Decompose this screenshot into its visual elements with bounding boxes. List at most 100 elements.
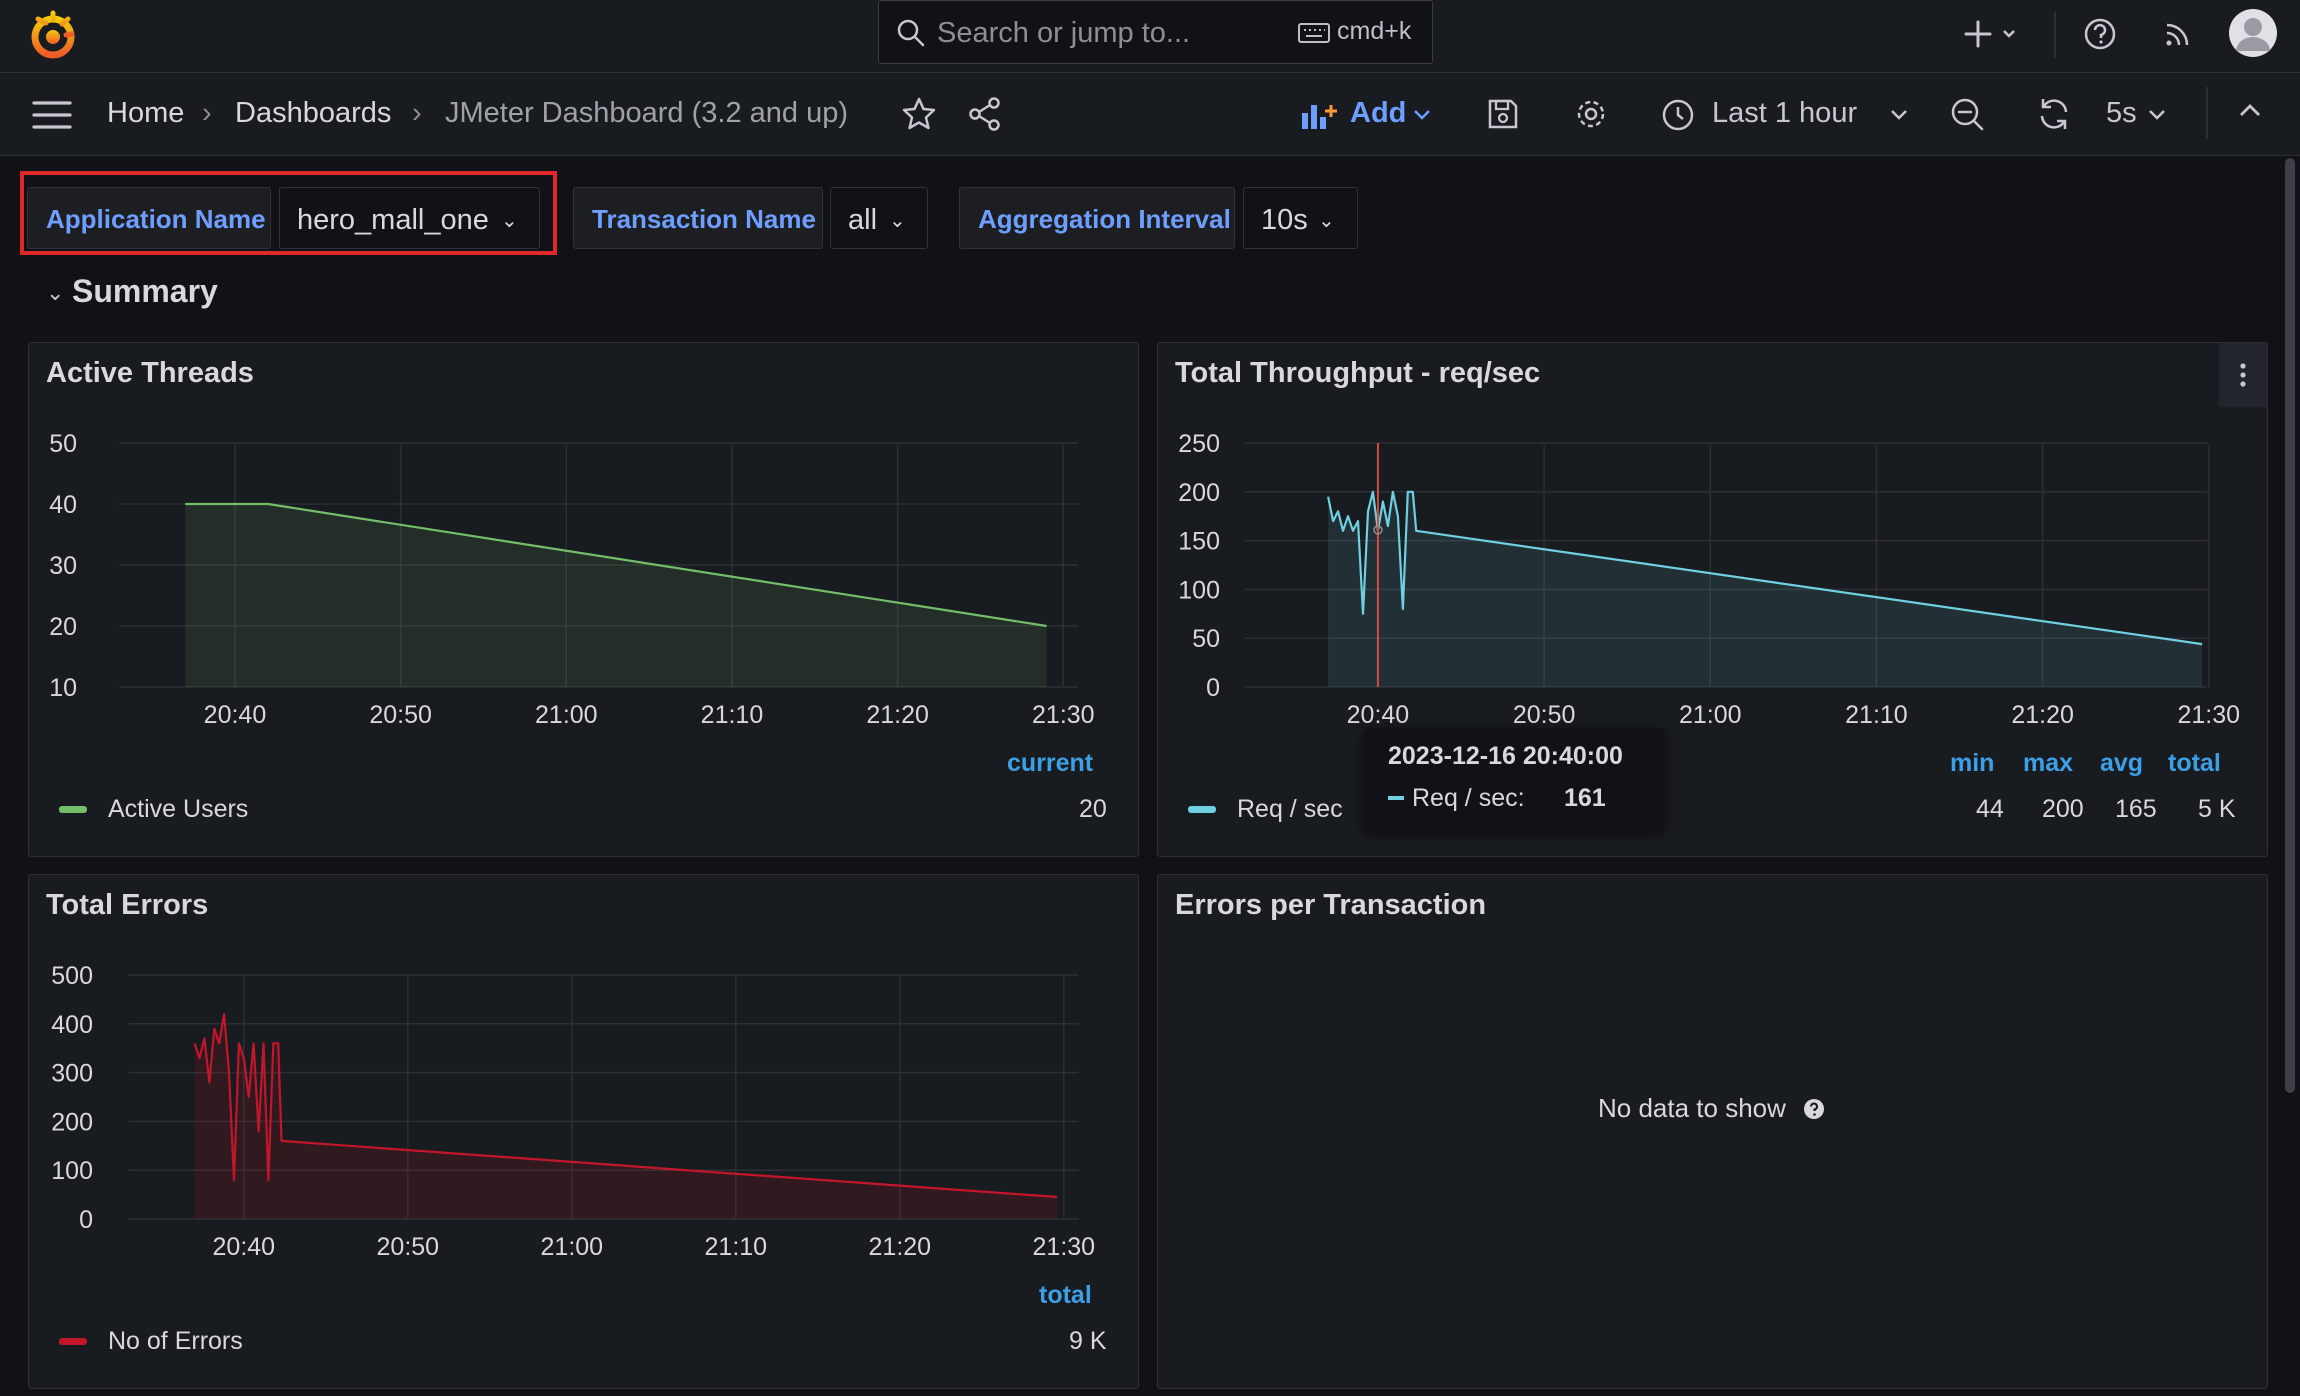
add-panel-icon[interactable] — [1300, 99, 1338, 131]
y-tick-label: 10 — [49, 674, 77, 702]
series-line — [193, 1012, 1058, 1199]
legend-name[interactable]: No of Errors — [108, 1327, 243, 1355]
panel-title[interactable]: Total Throughput - req/sec — [1175, 357, 1541, 389]
x-tick-label: 20:40 — [213, 1233, 276, 1261]
help-icon[interactable] — [2080, 14, 2120, 54]
x-tick-label: 21:10 — [701, 701, 764, 729]
x-tick-label: 21:00 — [1679, 701, 1742, 729]
series-line — [1327, 490, 2203, 646]
share-icon[interactable] — [966, 95, 1004, 133]
divider — [2054, 12, 2056, 58]
x-tick-label: 21:20 — [869, 1233, 932, 1261]
variable-label-aggregation: Aggregation Interval — [959, 187, 1235, 249]
chevron-down-icon[interactable] — [2148, 109, 2166, 121]
legend-value-total: 5 K — [2198, 795, 2236, 823]
save-icon[interactable] — [1484, 95, 1522, 133]
breadcrumb-home[interactable]: Home — [107, 97, 185, 129]
keyboard-icon — [1298, 23, 1330, 43]
search-placeholder: Search or jump to... — [937, 17, 1191, 49]
more-vertical-icon — [2240, 363, 2246, 387]
series-line — [185, 502, 1047, 628]
legend-color-swatch — [1188, 806, 1216, 813]
series-area-fill — [1328, 491, 2203, 687]
x-tick-label: 20:40 — [1347, 701, 1410, 729]
variable-label-application: Application Name — [27, 187, 271, 249]
breadcrumb-dashboards[interactable]: Dashboards — [235, 97, 392, 129]
rss-icon[interactable] — [2158, 14, 2198, 54]
y-tick-label: 30 — [49, 552, 77, 580]
search-box[interactable]: Search or jump to... cmd+k — [878, 0, 1433, 64]
x-tick-label: 21:00 — [541, 1233, 604, 1261]
legend-value: 20 — [1079, 795, 1107, 823]
chevron-down-icon[interactable] — [1890, 109, 1908, 121]
tooltip-label: Req / sec: — [1412, 784, 1525, 812]
breadcrumb-current: JMeter Dashboard (3.2 and up) — [445, 97, 848, 129]
throughput-chart[interactable]: 0 50 100 150 200 250 20:40 20:50 21:00 21:10 21:20… — [1158, 343, 2269, 858]
x-tick-label: 20:40 — [204, 701, 267, 729]
zoom-out-icon[interactable] — [1948, 95, 1986, 133]
y-tick-label: 100 — [1178, 576, 1220, 604]
tooltip-value: 161 — [1564, 784, 1606, 812]
y-tick-label: 0 — [1206, 674, 1220, 702]
total-errors-chart[interactable]: 0 100 200 300 400 500 20:40 20:50 21:00 21:10 21:2… — [29, 875, 1140, 1390]
panel-total-throughput: Total Throughput - req/sec 0 50 100 150 200 2… — [1157, 342, 2268, 857]
dashboard-navbar: Home › Dashboards › JMeter Dashboard (3.… — [0, 73, 2300, 156]
row-title[interactable]: Summary — [72, 273, 218, 309]
panel-title[interactable]: Errors per Transaction — [1175, 889, 1487, 921]
x-tick-label: 20:50 — [369, 701, 432, 729]
panel-active-threads: Active Threads 10 20 30 40 50 20:40 20:50 21:00… — [28, 342, 1139, 857]
panel-menu-button[interactable] — [2219, 343, 2267, 407]
aggregation-interval-select[interactable]: 10s ⌄ — [1243, 187, 1358, 249]
info-question-icon[interactable] — [1802, 1097, 1826, 1121]
y-tick-label: 150 — [1178, 528, 1220, 556]
active-threads-chart[interactable]: 10 20 30 40 50 20:40 20:50 21:00 21:10 21:20 21:30 — [29, 343, 1140, 858]
no-data-message: No data to show — [1598, 1093, 1786, 1123]
panel-title[interactable]: Total Errors — [46, 889, 209, 921]
y-tick-label: 200 — [1178, 479, 1220, 507]
series-area-fill — [194, 1014, 1058, 1219]
y-tick-label: 40 — [49, 491, 77, 519]
legend-header-max: max — [2023, 749, 2074, 777]
plus-icon[interactable] — [1960, 14, 2020, 54]
x-tick-label: 20:50 — [1513, 701, 1576, 729]
y-tick-label: 100 — [51, 1157, 93, 1185]
y-tick-label: 400 — [51, 1011, 93, 1039]
panel-title[interactable]: Active Threads — [46, 357, 254, 389]
search-icon — [897, 19, 925, 47]
grafana-logo-icon[interactable] — [26, 9, 80, 63]
y-tick-label: 20 — [49, 613, 77, 641]
x-tick-label: 21:30 — [2177, 701, 2240, 729]
star-icon[interactable] — [900, 95, 938, 133]
chart-tooltip: 2023-12-16 20:40:00 Req / sec: 161 — [1364, 728, 1664, 829]
x-tick-label: 21:30 — [1033, 1233, 1096, 1261]
divider — [2206, 87, 2208, 139]
legend-name[interactable]: Active Users — [108, 795, 249, 823]
legend-value-max: 200 — [2042, 795, 2084, 823]
panel-errors-per-transaction: Errors per Transaction No data to show — [1157, 874, 2268, 1389]
add-button[interactable]: Add — [1350, 97, 1407, 129]
chevron-down-icon — [1414, 110, 1430, 120]
scrollbar[interactable] — [2285, 158, 2295, 1093]
refresh-interval-picker[interactable]: 5s — [2106, 97, 2137, 129]
y-tick-label: 250 — [1178, 430, 1220, 458]
chevron-down-icon: ⌄ — [501, 210, 518, 232]
row-collapse-icon[interactable]: ⌄ — [46, 280, 65, 305]
menu-icon[interactable] — [30, 97, 74, 133]
time-range-picker[interactable]: Last 1 hour — [1712, 97, 1858, 129]
refresh-icon[interactable] — [2035, 95, 2073, 133]
chevron-up-icon[interactable] — [2238, 101, 2262, 119]
x-tick-label: 21:20 — [866, 701, 929, 729]
variable-label-transaction: Transaction Name — [573, 187, 823, 249]
legend-name[interactable]: Req / sec — [1237, 795, 1343, 823]
y-tick-label: 0 — [79, 1206, 93, 1234]
panel-total-errors: Total Errors 0 100 200 300 400 500 20:40 20:50 2… — [28, 874, 1139, 1389]
transaction-name-select[interactable]: all ⌄ — [830, 187, 928, 249]
legend-color-swatch — [59, 1338, 87, 1345]
chevron-right-icon: › — [202, 97, 212, 129]
settings-gear-icon[interactable] — [1572, 95, 1610, 133]
clock-icon[interactable] — [1660, 97, 1696, 133]
user-avatar-icon[interactable] — [2228, 8, 2278, 58]
x-tick-label: 20:50 — [377, 1233, 440, 1261]
application-name-select[interactable]: hero_mall_one ⌄ — [279, 187, 540, 249]
legend-header: total — [1039, 1281, 1092, 1309]
